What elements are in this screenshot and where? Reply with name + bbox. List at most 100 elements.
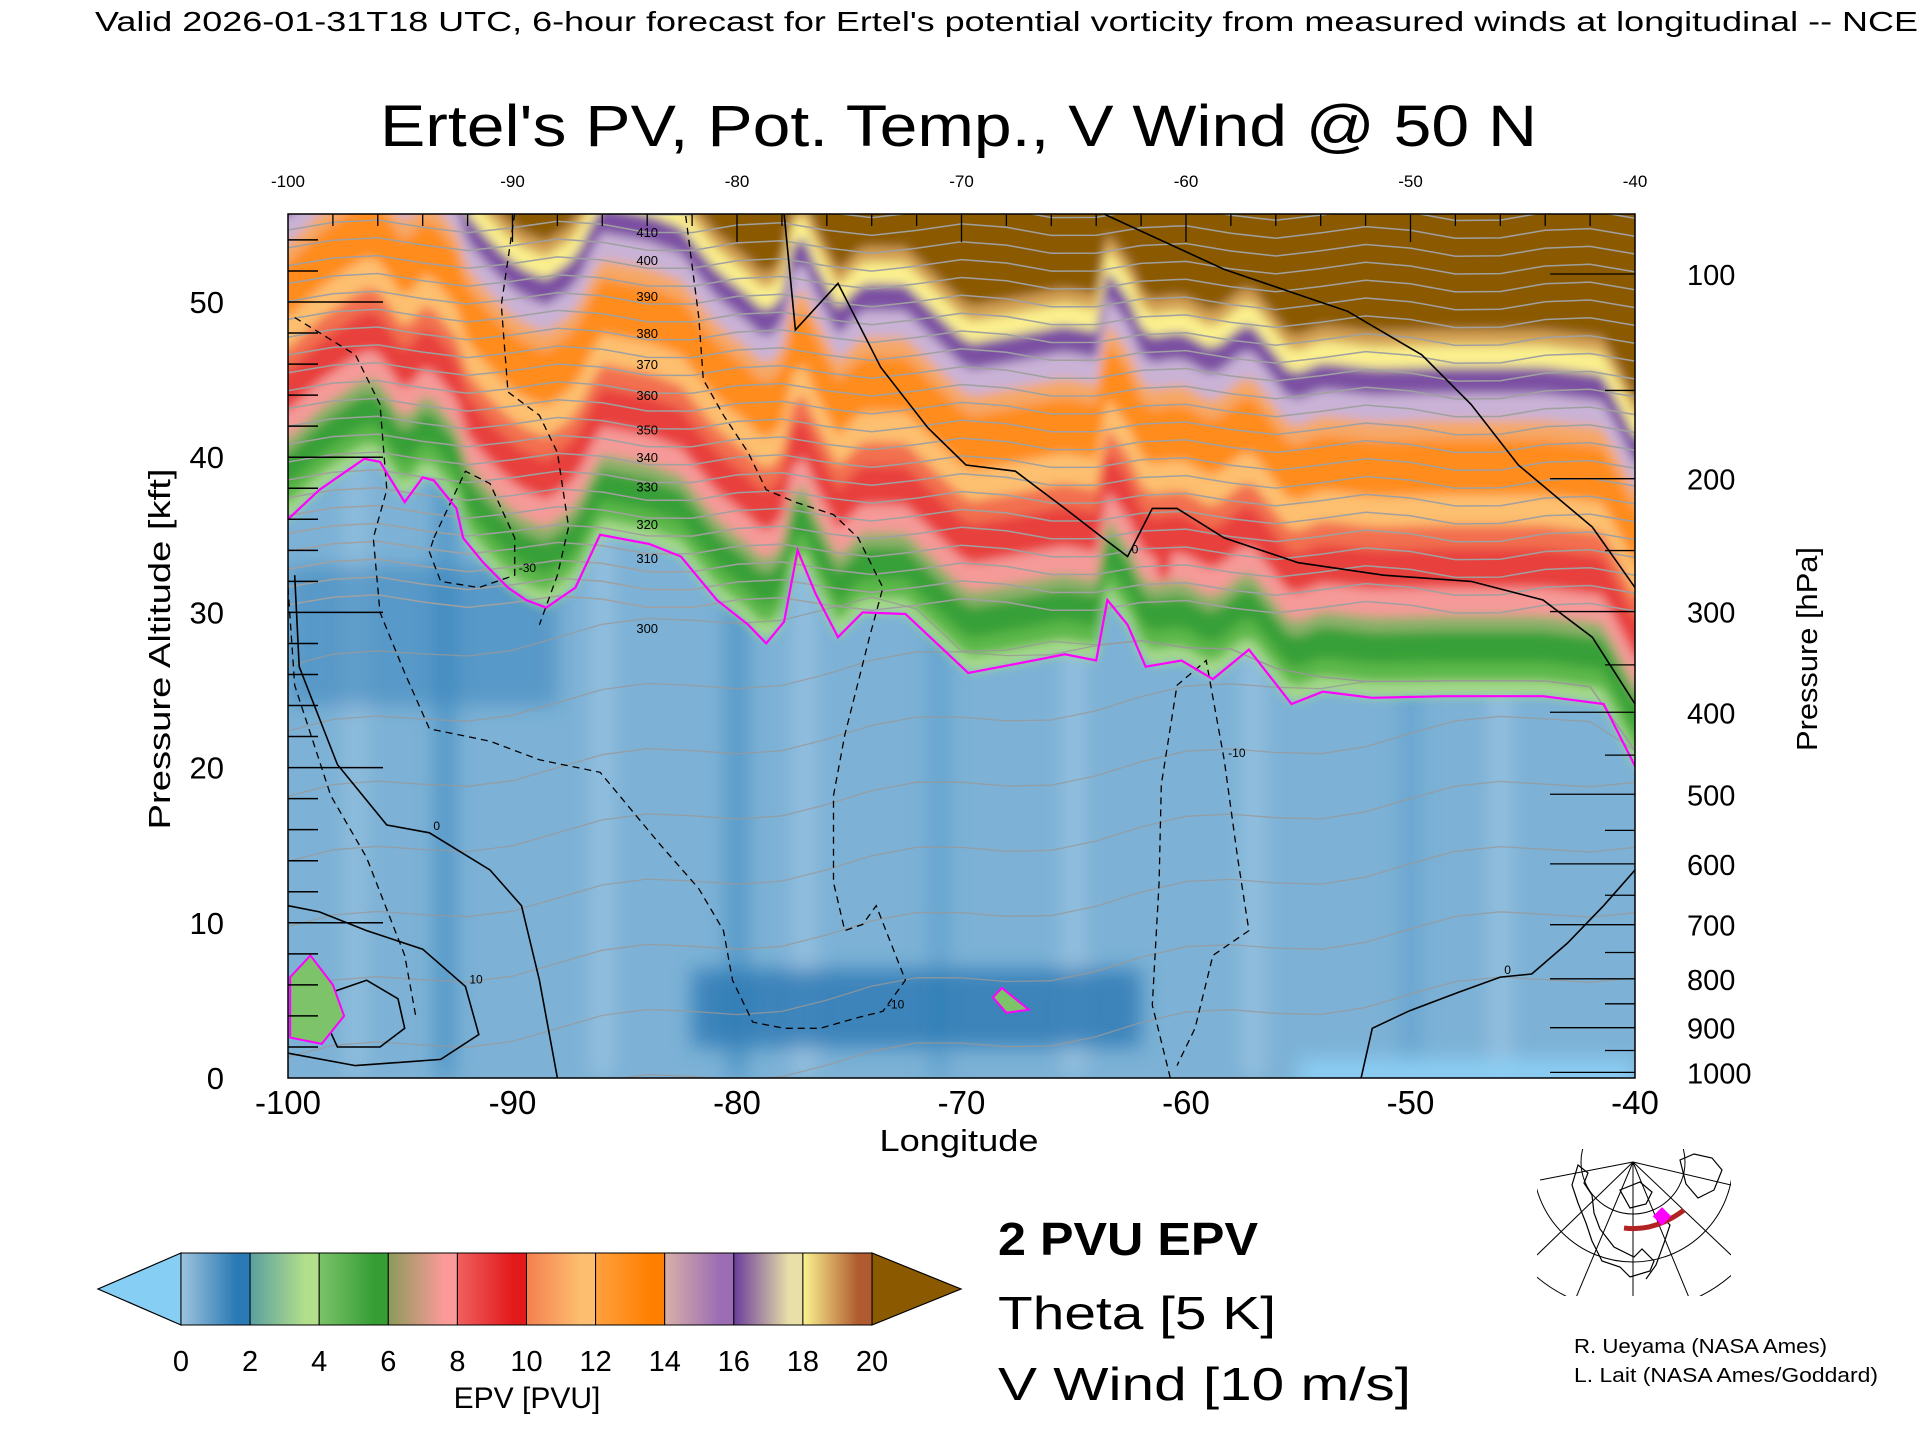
theta-contour-label: 310 — [636, 551, 658, 566]
colorbar-label: EPV [PVU] — [454, 1382, 601, 1415]
theta-contour — [616, 976, 1635, 1078]
colorbar-tick-label: 2 — [242, 1346, 258, 1378]
theta-contour-label: 330 — [636, 480, 658, 495]
pressure-tick-label: 1000 — [1687, 1058, 1752, 1090]
x-tick-label: -50 — [1387, 1084, 1435, 1121]
colorbar-tick-label: 18 — [787, 1346, 819, 1378]
v-wind-contour-label: -30 — [519, 561, 537, 575]
v-wind-contour-label: 0 — [433, 819, 440, 833]
colorbar-tick-label: 8 — [449, 1346, 465, 1378]
theta-contour-label: 400 — [636, 253, 658, 268]
x-tick-label: -70 — [938, 1084, 986, 1121]
colorbar-segment — [180, 1252, 251, 1326]
theta-contour — [288, 522, 1635, 543]
v-wind-contour — [293, 575, 559, 1078]
legend-vwind: V Wind [10 m/s] — [998, 1358, 1411, 1410]
y-tick-label: 20 — [190, 751, 224, 786]
colorbar-segment — [595, 1252, 666, 1326]
theta-contour — [288, 594, 1635, 614]
epv-band — [500, 214, 1635, 400]
v-wind-contour-label: -10 — [887, 997, 905, 1011]
v-wind-contour — [288, 587, 417, 1018]
colorbar-segment — [664, 1252, 735, 1326]
theta-contour — [288, 415, 1635, 436]
theta-contour-label: 370 — [636, 357, 658, 372]
colorbar-tick-label: 6 — [380, 1346, 396, 1378]
colorbar-segment — [526, 1252, 597, 1326]
theta-contour — [288, 379, 1635, 400]
colorbar-tick-label: 20 — [856, 1346, 888, 1378]
inset-locator-map — [1537, 1149, 1731, 1296]
credit-line-2: L. Lait (NASA Ames/Goddard) — [1574, 1365, 1878, 1387]
theta-contour — [288, 397, 1635, 418]
theta-contour — [288, 780, 1635, 928]
y-tick-label: 40 — [190, 440, 224, 475]
top-x-tick-label: -50 — [1398, 172, 1423, 191]
pressure-tick-label: 400 — [1687, 698, 1735, 730]
theta-contour — [288, 558, 1635, 579]
v-wind-contour-label: 10 — [469, 972, 483, 986]
v-wind-contour-label: 0 — [1132, 543, 1139, 557]
epv-2pvu-contour-loop — [991, 986, 1032, 1014]
y-tick-label: 0 — [207, 1061, 224, 1096]
top-x-tick-label: -40 — [1623, 172, 1648, 191]
theta-contour — [288, 433, 1635, 454]
plot-area: 300 310 320 330 340 350 360 370 380 390 400 410 0 0 0… — [288, 214, 1635, 1078]
top-x-tick-label: -90 — [500, 172, 525, 191]
epv-2pvu-contour-loop — [289, 953, 346, 1045]
pressure-tick-label: 300 — [1687, 598, 1735, 630]
theta-contour — [288, 361, 1635, 382]
coastline — [1571, 1153, 1723, 1280]
pressure-tick-label: 100 — [1687, 260, 1735, 292]
v-wind-contour — [428, 470, 516, 589]
colorbar-tick-label: 0 — [173, 1346, 189, 1378]
x-tick-label: -100 — [255, 1084, 321, 1121]
colorbar-segment — [318, 1252, 389, 1326]
pressure-tick-label: 800 — [1687, 965, 1735, 997]
theta-contour — [288, 326, 1635, 347]
colorbar-segment — [249, 1252, 320, 1326]
theta-contour — [288, 469, 1635, 489]
pressure-tick-label: 600 — [1687, 850, 1735, 882]
y-tick-label: 50 — [190, 285, 224, 320]
colorbar-tick-label: 16 — [718, 1346, 750, 1378]
surface-low-pv — [1298, 1059, 1635, 1078]
theta-contour-label: 350 — [636, 422, 658, 437]
theta-contour-label: 380 — [636, 326, 658, 341]
theta-contour — [288, 451, 1635, 472]
top-x-tick-label: -60 — [1174, 172, 1199, 191]
top-x-tick-label: -80 — [725, 172, 750, 191]
credit-line-1: R. Ueyama (NASA Ames) — [1574, 1336, 1827, 1358]
theta-contour-label: 300 — [636, 621, 658, 636]
v-wind-contour — [1360, 869, 1635, 1078]
theta-contour — [288, 845, 1635, 993]
pressure-tick-label: 500 — [1687, 780, 1735, 812]
theta-contour — [288, 540, 1635, 561]
theta-contour — [288, 486, 1635, 507]
pressure-tick-label: 700 — [1687, 911, 1735, 943]
colorbar-tick-label: 14 — [649, 1346, 681, 1378]
v-wind-contour-label: -10 — [1228, 746, 1246, 760]
figure-caption: Valid 2026-01-31T18 UTC, 6-hour forecast… — [95, 6, 1918, 37]
colorbar-segment — [733, 1252, 804, 1326]
v-wind-contour-label: 0 — [1504, 963, 1511, 977]
x-tick-label: -60 — [1162, 1084, 1210, 1121]
colorbar-tick-label: 12 — [579, 1346, 611, 1378]
x-tick-label: -90 — [489, 1084, 537, 1121]
theta-contour — [288, 576, 1635, 597]
legend-theta: Theta [5 K] — [998, 1287, 1276, 1339]
theta-contour — [288, 911, 1635, 1058]
v-wind-contour — [288, 904, 480, 1067]
y-tick-label: 10 — [190, 906, 224, 941]
legend-epv: 2 PVU EPV — [998, 1213, 1258, 1265]
colorbar-tick-label: 10 — [510, 1346, 542, 1378]
x-tick-label: -80 — [713, 1084, 761, 1121]
y2-axis-label: Pressure [hPa] — [1792, 547, 1824, 751]
theta-contour — [288, 308, 1635, 329]
theta-contour-label: 340 — [636, 450, 658, 465]
colorbar: 0 2 4 6 8 10 12 14 16 18 20 — [96, 1252, 963, 1378]
low-level-high-pv — [692, 969, 1142, 1047]
v-wind-contour — [1151, 659, 1250, 1078]
theta-contour-label: 360 — [636, 388, 658, 403]
epv-2pvu-contour — [288, 457, 1635, 767]
